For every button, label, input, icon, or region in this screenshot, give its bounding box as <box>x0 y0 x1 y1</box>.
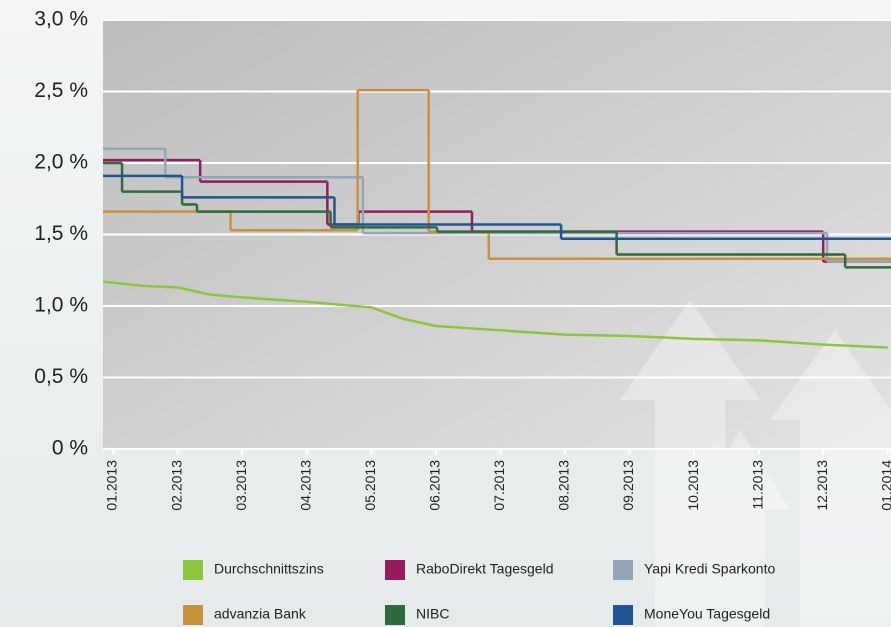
x-tick-label: 01.2013 <box>104 460 120 511</box>
y-tick-label: 1,0 % <box>34 294 88 317</box>
legend-label: Yapi Kredi Sparkonto <box>644 561 775 577</box>
x-tick-label: 02.2013 <box>168 460 184 511</box>
x-tick-label: 06.2013 <box>427 460 443 511</box>
legend-label: advanzia Bank <box>214 606 307 622</box>
x-tick-label: 11.2013 <box>749 460 765 510</box>
y-tick-label: 1,5 % <box>34 222 88 245</box>
x-tick-label: 07.2013 <box>491 460 507 511</box>
legend-swatch <box>183 560 203 580</box>
y-tick-label: 2,0 % <box>34 151 88 174</box>
y-tick-label: 0,5 % <box>34 365 88 388</box>
legend-label: NIBC <box>416 606 449 622</box>
legend-swatch <box>385 605 405 625</box>
x-tick-label: 08.2013 <box>556 460 572 511</box>
page: 0 % 0,5 % 1,0 % 1,5 % 2,0 % 2,5 % 3,0 % 01.2013… <box>0 0 891 627</box>
legend-swatch <box>385 560 405 580</box>
legend-label: Durchschnittszins <box>214 561 324 577</box>
chart: 0 % 0,5 % 1,0 % 1,5 % 2,0 % 2,5 % 3,0 % 01.2013… <box>0 0 891 627</box>
x-tick-label: 03.2013 <box>233 460 249 511</box>
y-tick-label: 2,5 % <box>34 79 88 102</box>
y-tick-label: 0 % <box>52 437 88 460</box>
x-tick-label: 12.2013 <box>814 460 830 511</box>
x-tick-label: 01.2014 <box>878 460 891 511</box>
legend-label: RaboDirekt Tagesgeld <box>416 561 554 577</box>
legend-swatch <box>613 560 633 580</box>
x-tick-label: 10.2013 <box>685 460 701 511</box>
x-tick-label: 05.2013 <box>362 460 378 511</box>
y-tick-label: 3,0 % <box>34 8 88 31</box>
x-tick-label: 04.2013 <box>297 460 313 511</box>
legend-label: MoneYou Tagesgeld <box>644 606 770 622</box>
legend-swatch <box>183 605 203 625</box>
legend-swatch <box>613 605 633 625</box>
x-tick-label: 09.2013 <box>620 460 636 511</box>
